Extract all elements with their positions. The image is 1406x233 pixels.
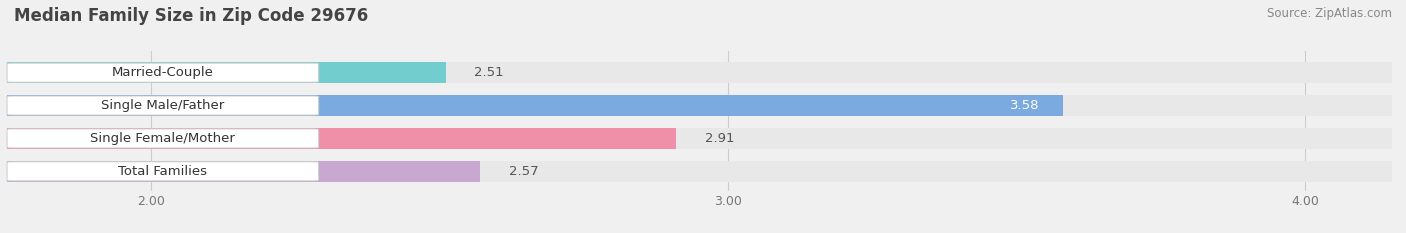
Bar xyxy=(7,95,1392,116)
Text: 2.57: 2.57 xyxy=(509,165,538,178)
Bar xyxy=(7,161,481,182)
Text: 2.51: 2.51 xyxy=(474,66,505,79)
Text: Single Female/Mother: Single Female/Mother xyxy=(90,132,235,145)
FancyBboxPatch shape xyxy=(7,63,319,82)
Bar xyxy=(7,62,1392,83)
Text: Source: ZipAtlas.com: Source: ZipAtlas.com xyxy=(1267,7,1392,20)
Bar xyxy=(7,161,1392,182)
Text: Median Family Size in Zip Code 29676: Median Family Size in Zip Code 29676 xyxy=(14,7,368,25)
Text: Single Male/Father: Single Male/Father xyxy=(101,99,225,112)
Text: 2.91: 2.91 xyxy=(706,132,735,145)
Bar xyxy=(7,128,676,149)
Text: Married-Couple: Married-Couple xyxy=(112,66,214,79)
Bar xyxy=(7,95,1063,116)
FancyBboxPatch shape xyxy=(7,129,319,148)
Bar xyxy=(7,62,446,83)
Text: 3.58: 3.58 xyxy=(1011,99,1040,112)
FancyBboxPatch shape xyxy=(7,96,319,115)
FancyBboxPatch shape xyxy=(7,162,319,181)
Text: Total Families: Total Families xyxy=(118,165,207,178)
Bar xyxy=(7,128,1392,149)
